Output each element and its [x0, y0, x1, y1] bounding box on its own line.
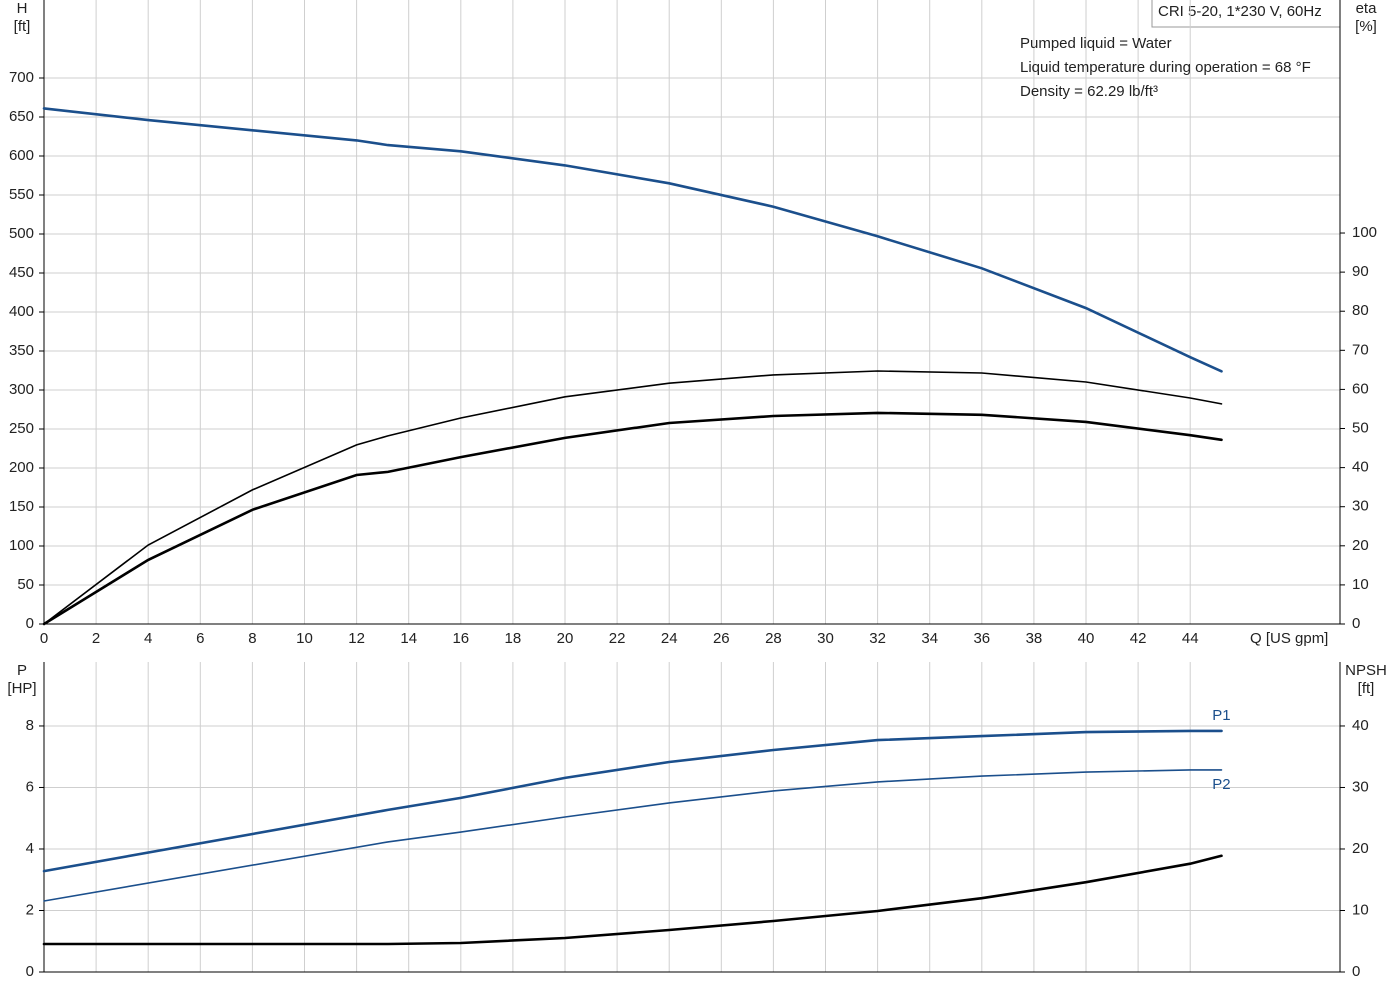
curve [42, 729, 1223, 873]
y-tick-label: 150 [9, 498, 34, 515]
annotation: Pumped liquid = Water [1020, 35, 1172, 52]
curve [42, 854, 1223, 946]
series-label: P2 [1212, 776, 1230, 793]
y-tick-label: 600 [9, 147, 34, 164]
curve [43, 370, 1223, 625]
y-tick-label: 4 [26, 840, 34, 857]
y2-tick-label: 20 [1352, 840, 1369, 857]
y-tick-label: 2 [26, 901, 34, 918]
x-tick-label: 42 [1130, 630, 1147, 647]
y2-tick-label: 90 [1352, 263, 1369, 280]
y2-axis-label: [%] [1355, 18, 1377, 35]
y2-tick-label: 60 [1352, 380, 1369, 397]
title-box [1151, 0, 1341, 28]
y-tick-label: 250 [9, 420, 34, 437]
x-tick-label: 24 [661, 630, 678, 647]
x-tick-label: 28 [765, 630, 782, 647]
x-tick-label: 36 [973, 630, 990, 647]
x-tick-label: 6 [196, 630, 204, 647]
y-tick-label: 400 [9, 303, 34, 320]
y2-tick-label: 50 [1352, 419, 1369, 436]
y-tick-label: 300 [9, 381, 34, 398]
y-tick-label: 0 [26, 615, 34, 632]
y2-tick-label: 20 [1352, 537, 1369, 554]
x-tick-label: 30 [817, 630, 834, 647]
x-tick-label: 18 [505, 630, 522, 647]
x-tick-label: 0 [40, 630, 48, 647]
x-tick-label: 16 [452, 630, 469, 647]
y2-tick-label: 0 [1352, 615, 1360, 632]
x-tick-label: 22 [609, 630, 626, 647]
y-axis-label: P [17, 662, 27, 679]
y2-tick-label: 10 [1352, 576, 1369, 593]
y-tick-label: 8 [26, 717, 34, 734]
y2-tick-label: 30 [1352, 778, 1369, 795]
x-tick-label: 38 [1026, 630, 1043, 647]
y2-tick-label: 30 [1352, 498, 1369, 515]
y-tick-label: 6 [26, 778, 34, 795]
chart-title: CRI 5-20, 1*230 V, 60Hz [1158, 3, 1322, 20]
x-axis-label: Q [US gpm] [1250, 630, 1328, 647]
y-tick-label: 500 [9, 225, 34, 242]
y-tick-label: 650 [9, 108, 34, 125]
y-axis-label: H [17, 0, 28, 17]
y2-tick-label: 0 [1352, 963, 1360, 980]
annotation: Liquid temperature during operation = 68… [1020, 59, 1311, 76]
y-axis-label: [HP] [7, 680, 36, 697]
y2-tick-label: 40 [1352, 717, 1369, 734]
y-tick-label: 50 [17, 576, 34, 593]
y2-axis-label: [ft] [1358, 680, 1375, 697]
y2-tick-label: 100 [1352, 224, 1377, 241]
y2-tick-label: 80 [1352, 302, 1369, 319]
x-tick-label: 44 [1182, 630, 1199, 647]
y-tick-label: 100 [9, 537, 34, 554]
x-tick-label: 34 [921, 630, 938, 647]
y2-axis-label: eta [1356, 0, 1378, 17]
y-tick-label: 200 [9, 459, 34, 476]
x-tick-label: 12 [348, 630, 365, 647]
x-tick-label: 40 [1078, 630, 1095, 647]
y-axis-label: [ft] [14, 18, 31, 35]
curve [42, 411, 1223, 626]
y2-axis-label: NPSH [1345, 662, 1387, 679]
y2-tick-label: 70 [1352, 341, 1369, 358]
x-tick-label: 8 [248, 630, 256, 647]
series-label: P1 [1212, 707, 1230, 724]
annotation: Density = 62.29 lb/ft³ [1020, 83, 1158, 100]
x-tick-label: 26 [713, 630, 730, 647]
x-tick-label: 4 [144, 630, 152, 647]
y2-tick-label: 40 [1352, 459, 1369, 476]
x-tick-label: 2 [92, 630, 100, 647]
x-tick-label: 20 [557, 630, 574, 647]
y-tick-label: 350 [9, 342, 34, 359]
x-tick-label: 32 [869, 630, 886, 647]
y-tick-label: 550 [9, 186, 34, 203]
y-tick-label: 450 [9, 264, 34, 281]
y-tick-label: 700 [9, 69, 34, 86]
y-tick-label: 0 [26, 963, 34, 980]
curve [42, 107, 1223, 373]
x-tick-label: 14 [400, 630, 417, 647]
curve [43, 769, 1223, 902]
x-tick-label: 10 [296, 630, 313, 647]
y2-tick-label: 10 [1352, 901, 1369, 918]
